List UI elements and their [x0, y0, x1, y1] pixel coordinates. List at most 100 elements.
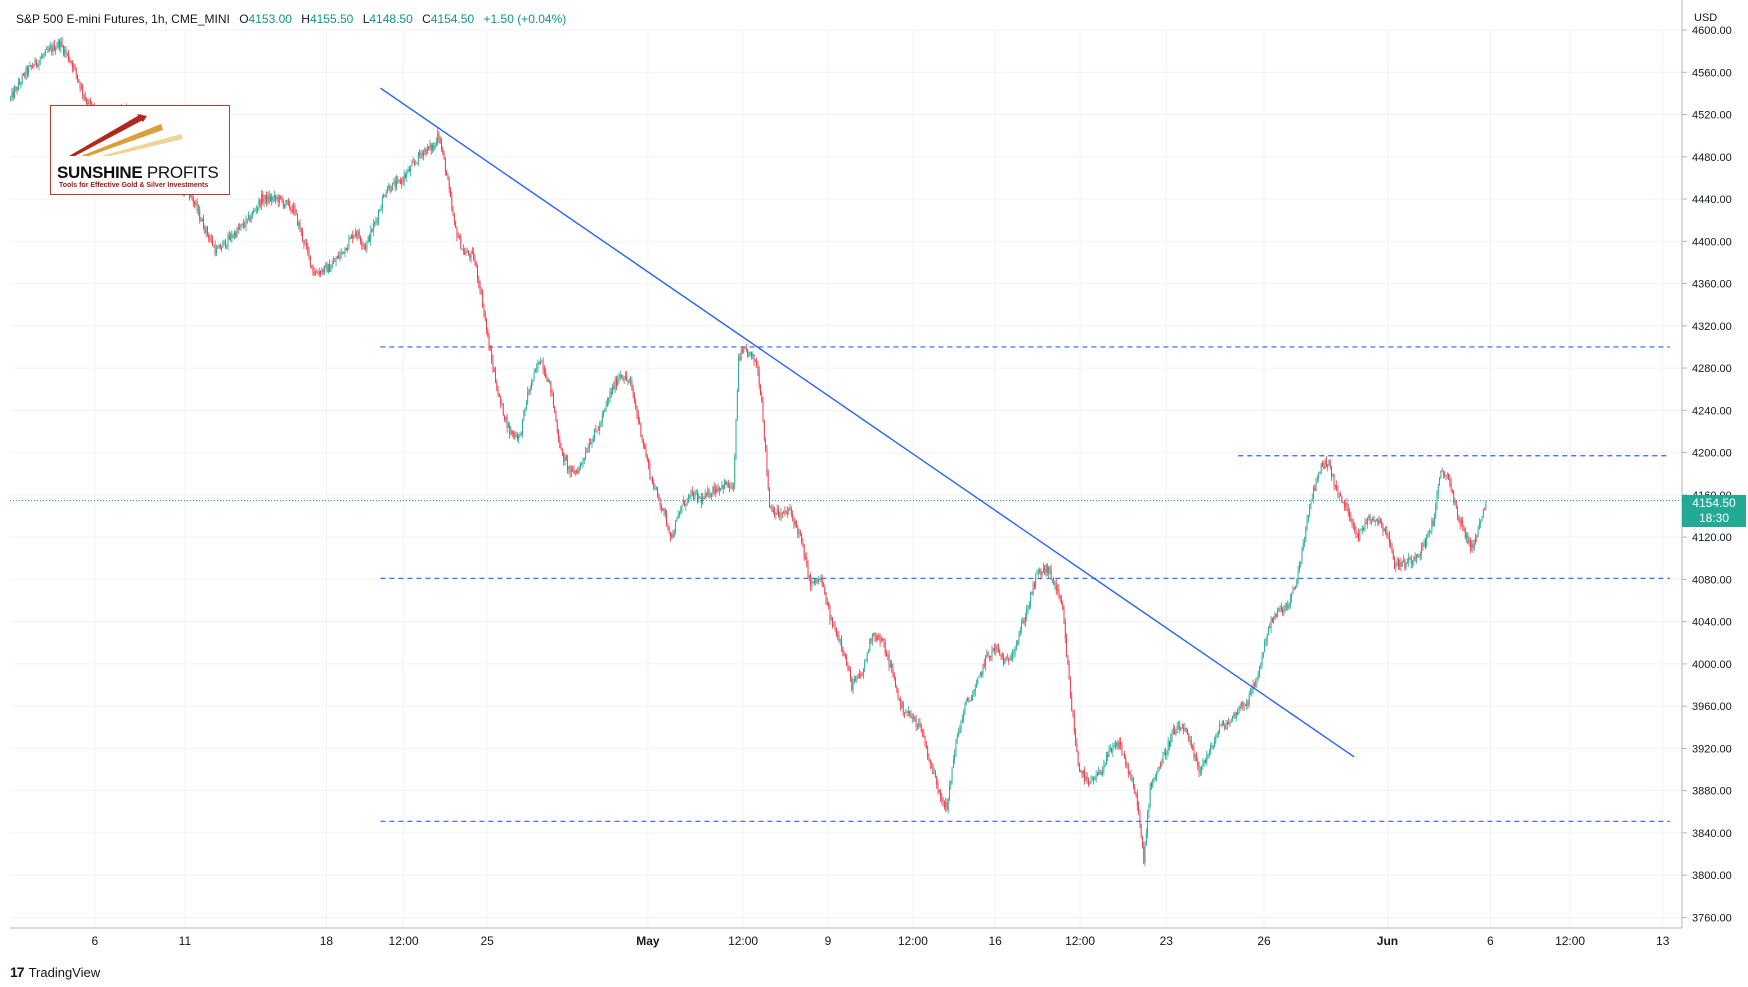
- candle-body: [1441, 471, 1443, 472]
- candle-body: [47, 49, 49, 51]
- candle-body: [302, 231, 304, 241]
- candle-body: [1391, 544, 1393, 552]
- candle-body: [241, 223, 243, 225]
- candle-body: [79, 82, 81, 89]
- tradingview-branding[interactable]: 17 TradingView: [10, 964, 100, 980]
- candle-body: [417, 152, 419, 164]
- candle-body: [893, 674, 895, 678]
- candle-body: [1104, 763, 1106, 765]
- candle-body: [208, 234, 210, 239]
- candle-body: [318, 271, 320, 275]
- candle-body: [1283, 607, 1285, 614]
- candle-body: [855, 678, 857, 680]
- candle-body: [497, 390, 499, 395]
- candle-body: [655, 487, 657, 489]
- candle-body: [829, 606, 831, 620]
- candle-body: [1305, 527, 1307, 542]
- candle-body: [604, 408, 606, 412]
- candle-body: [1248, 693, 1250, 705]
- candle-body: [1399, 562, 1401, 567]
- candle-body: [1467, 534, 1469, 544]
- candle-body: [1013, 652, 1015, 655]
- candle-body: [556, 421, 558, 432]
- candle-body: [1419, 554, 1421, 556]
- candle-body: [426, 146, 428, 155]
- candle-body: [1015, 645, 1017, 648]
- candle-body: [1369, 516, 1371, 520]
- candle-body: [309, 255, 311, 266]
- candle-body: [542, 361, 544, 370]
- candle-body: [986, 652, 988, 656]
- y-tick-label: 3840.00: [1692, 828, 1732, 840]
- candle-body: [505, 417, 507, 420]
- candle-body: [785, 512, 787, 514]
- candle-body: [1320, 463, 1322, 473]
- candle-body: [260, 194, 262, 206]
- candle-body: [707, 490, 709, 495]
- candle-body: [802, 542, 804, 546]
- candle-body: [1345, 502, 1347, 507]
- candle-body: [1171, 734, 1173, 738]
- candle-body: [743, 349, 745, 353]
- candle-body: [199, 209, 201, 220]
- candle-body: [416, 162, 418, 164]
- candle-body: [906, 712, 908, 714]
- candle-body: [927, 745, 929, 759]
- currency-label[interactable]: USD: [1694, 12, 1718, 24]
- candle-body: [206, 226, 208, 235]
- candle-body: [850, 670, 851, 677]
- candle-body: [453, 215, 455, 223]
- candle-body: [1251, 691, 1253, 693]
- candle-body: [1190, 740, 1192, 748]
- candle-body: [446, 171, 448, 176]
- candle-body: [403, 174, 405, 182]
- candle-body: [443, 152, 445, 159]
- candle-body: [801, 533, 803, 543]
- candle-body: [1405, 563, 1407, 568]
- candle-body: [21, 75, 23, 84]
- candle-body: [724, 481, 725, 490]
- candle-body: [808, 575, 810, 578]
- candle-body: [1440, 471, 1442, 479]
- candle-body: [1379, 520, 1381, 524]
- candle-body: [1024, 617, 1026, 623]
- candle-body: [1203, 760, 1205, 763]
- candle-body: [538, 361, 540, 365]
- candle-body: [1284, 605, 1286, 608]
- candle-body: [534, 369, 536, 373]
- candle-body: [609, 391, 611, 399]
- candle-body: [461, 249, 463, 250]
- candle-body: [828, 602, 830, 607]
- candle-body: [1151, 783, 1152, 786]
- candle-body: [983, 663, 985, 666]
- candle-body: [1140, 823, 1142, 837]
- x-tick-label: 23: [1160, 934, 1174, 948]
- candle-body: [812, 581, 814, 584]
- candle-body: [567, 459, 568, 470]
- candle-body: [1054, 583, 1056, 585]
- candle-body: [1017, 640, 1019, 646]
- candle-body: [70, 61, 72, 63]
- candle-body: [304, 243, 306, 244]
- x-tick-label: 13: [1656, 934, 1670, 948]
- candle-body: [495, 371, 496, 383]
- candle-body: [1026, 609, 1028, 618]
- candle-body: [987, 652, 989, 657]
- candle-body: [196, 202, 198, 211]
- candle-body: [1027, 607, 1029, 610]
- candle-body: [601, 415, 603, 424]
- candle-body: [639, 420, 641, 423]
- candle-body: [558, 431, 559, 440]
- candle-body: [864, 661, 866, 669]
- candle-body: [376, 220, 378, 222]
- candle-body: [68, 53, 69, 61]
- candle-body: [641, 436, 643, 440]
- candle-body: [1206, 756, 1208, 764]
- candle-body: [586, 452, 588, 453]
- candle-body: [588, 442, 590, 449]
- candle-body: [334, 261, 336, 262]
- candle-body: [970, 699, 972, 701]
- candle-body: [1202, 762, 1204, 768]
- trendline[interactable]: [380, 87, 1355, 758]
